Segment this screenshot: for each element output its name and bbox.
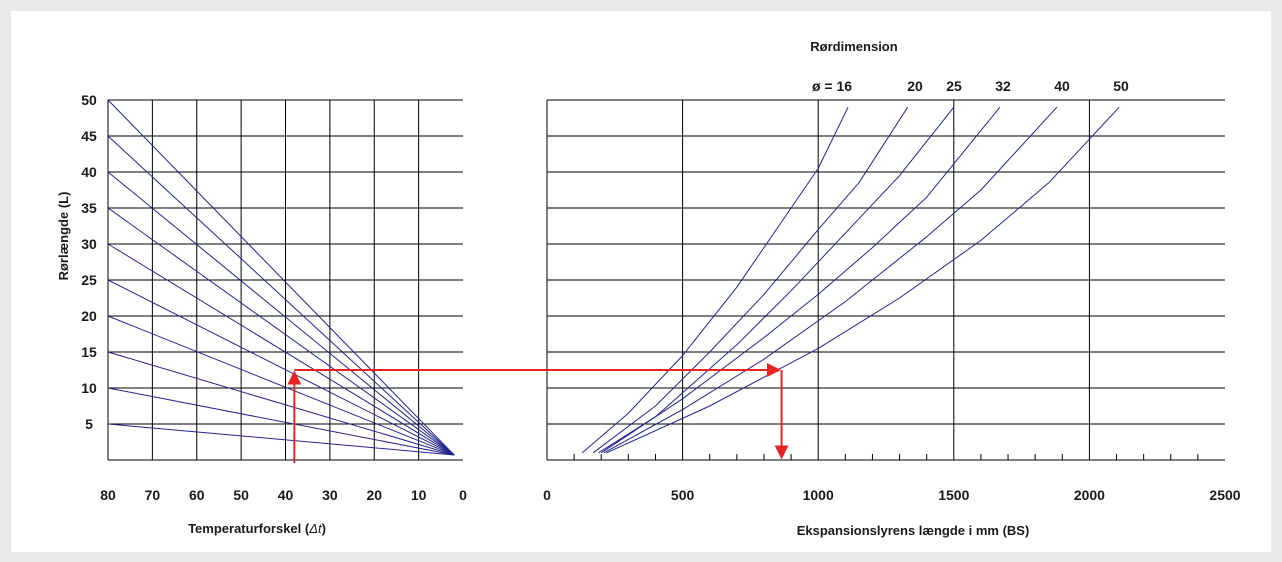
right-series-line: [581, 106, 849, 454]
right-x-tick-label: 0: [543, 487, 551, 503]
right-chart-title: Rørdimension: [810, 39, 897, 54]
left-series-line: [107, 171, 455, 456]
left-y-tick-label: 5: [85, 416, 93, 432]
pipe-expansion-chart: 5 10 15 20 25 30 35 40 45 50 80 70 60 50 40 30 20 10 0 Rø…: [56, 39, 1241, 538]
left-y-tick-label: 45: [81, 128, 97, 144]
example-reading: [287, 363, 789, 463]
left-y-axis-label: Rørlængde (L): [56, 192, 71, 281]
left-series-line: [107, 423, 455, 456]
pipe-dimension-label: 25: [946, 78, 962, 94]
pipe-dimension-labels: ø = 16 20 25 32 40 50: [812, 78, 1129, 94]
left-x-tick-label: 40: [278, 487, 294, 503]
left-x-tick-label: 70: [145, 487, 161, 503]
right-series-line: [603, 106, 1058, 454]
pipe-dimension-label: 32: [995, 78, 1011, 94]
left-series-line: [107, 351, 455, 456]
expansion-chart: Rørdimension ø = 16 20 25 32 40 50 0 500 1000 15…: [543, 39, 1241, 538]
left-y-tick-label: 35: [81, 200, 97, 216]
right-minor-ticks: [573, 454, 1199, 460]
left-series-line: [107, 243, 455, 456]
left-y-ticks: 5 10 15 20 25 30 35 40 45 50: [81, 92, 97, 432]
left-series-line: [107, 387, 455, 456]
right-x-tick-label: 2500: [1209, 487, 1240, 503]
chart-panel: 5 10 15 20 25 30 35 40 45 50 80 70 60 50 40 30 20 10 0 Rø…: [11, 11, 1271, 552]
left-x-tick-label: 10: [411, 487, 427, 503]
pipe-dimension-label: 50: [1113, 78, 1129, 94]
left-series-line: [107, 315, 455, 456]
left-y-tick-label: 15: [81, 344, 97, 360]
right-series-line: [600, 106, 1001, 454]
left-y-tick-label: 30: [81, 236, 97, 252]
pipe-dimension-label: ø = 16: [812, 78, 852, 94]
left-x-tick-label: 30: [322, 487, 338, 503]
left-y-tick-label: 50: [81, 92, 97, 108]
pipe-dimension-label: 20: [907, 78, 923, 94]
right-x-tick-label: 1000: [803, 487, 834, 503]
left-y-tick-label: 40: [81, 164, 97, 180]
left-x-tick-label: 20: [366, 487, 382, 503]
pipe-dimension-label: 40: [1054, 78, 1070, 94]
left-x-axis-label-symbol: Δt: [308, 521, 323, 536]
left-x-axis-label-end: ): [322, 521, 326, 536]
right-series-line: [606, 106, 1120, 454]
right-grid: [546, 99, 1225, 461]
left-x-axis-label-start: Temperaturforskel (: [188, 521, 310, 536]
right-x-ticks: 0 500 1000 1500 2000 2500: [543, 487, 1241, 503]
left-y-tick-label: 20: [81, 308, 97, 324]
left-grid: [107, 99, 463, 461]
right-x-tick-label: 1500: [938, 487, 969, 503]
right-series-line: [592, 106, 909, 454]
right-lines: [581, 106, 1120, 454]
right-x-tick-label: 2000: [1074, 487, 1105, 503]
left-lines: [107, 99, 455, 456]
left-x-tick-label: 80: [100, 487, 116, 503]
left-series-line: [107, 207, 455, 456]
left-y-tick-label: 25: [81, 272, 97, 288]
left-x-tick-label: 0: [459, 487, 467, 503]
left-y-tick-label: 10: [81, 380, 97, 396]
left-series-line: [107, 135, 455, 456]
temperature-chart: 5 10 15 20 25 30 35 40 45 50 80 70 60 50 40 30 20 10 0 Rø…: [56, 92, 467, 536]
left-series-line: [107, 99, 455, 456]
left-x-tick-label: 50: [233, 487, 249, 503]
right-x-axis-label: Ekspansionslyrens længde i mm (BS): [797, 523, 1030, 538]
left-x-ticks: 80 70 60 50 40 30 20 10 0: [100, 487, 467, 503]
left-x-tick-label: 60: [189, 487, 205, 503]
right-x-tick-label: 500: [671, 487, 695, 503]
left-x-axis-label: Temperaturforskel (Δt): [188, 521, 326, 536]
left-series-line: [107, 279, 455, 456]
